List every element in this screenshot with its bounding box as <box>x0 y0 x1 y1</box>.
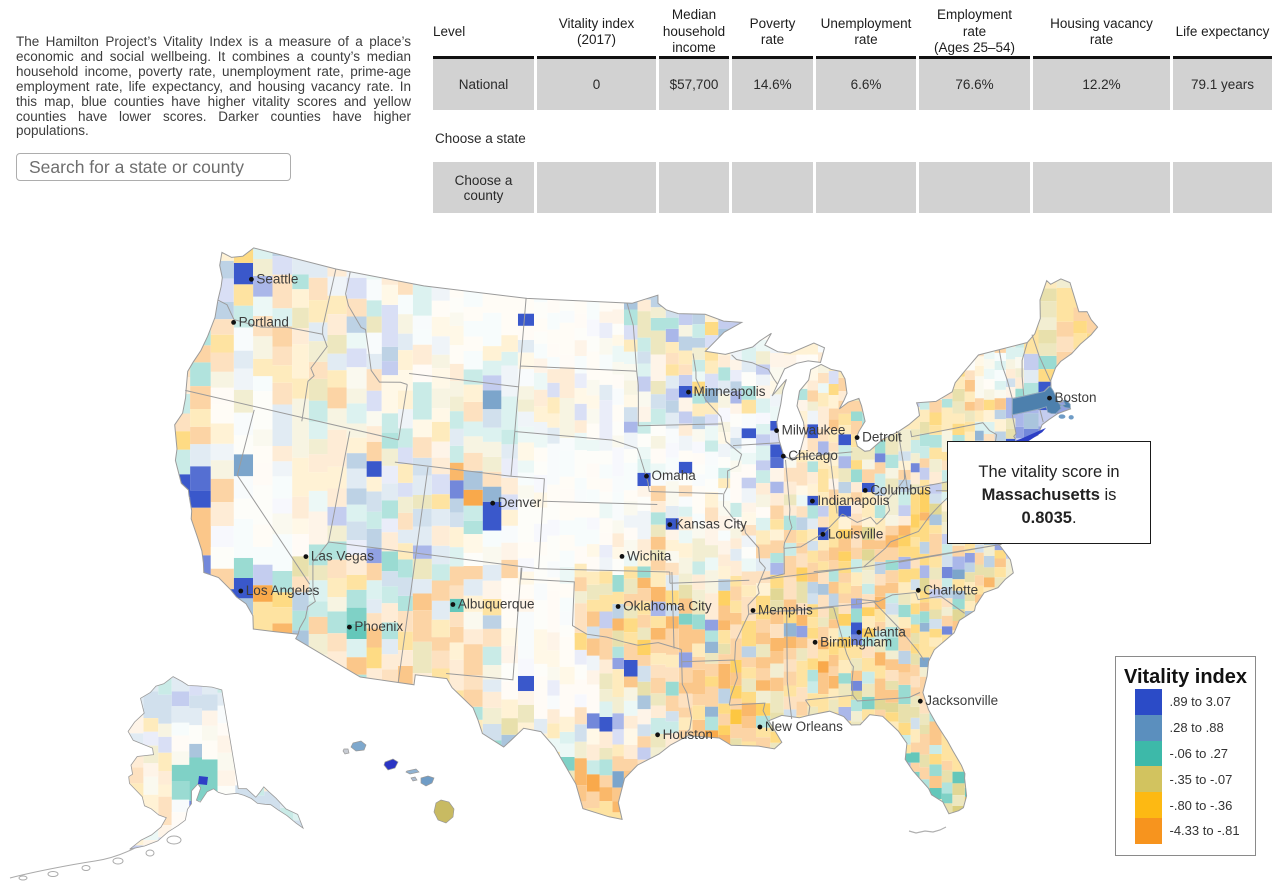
svg-text:Los Angeles: Los Angeles <box>246 583 320 598</box>
svg-text:Birmingham: Birmingham <box>820 634 892 649</box>
svg-text:Las Vegas: Las Vegas <box>311 549 374 564</box>
svg-text:Denver: Denver <box>498 495 542 510</box>
svg-text:Memphis: Memphis <box>758 603 813 618</box>
svg-text:Detroit: Detroit <box>862 430 902 445</box>
svg-text:Atlanta: Atlanta <box>864 624 907 639</box>
svg-text:Boston: Boston <box>1055 390 1097 405</box>
svg-text:Phoenix: Phoenix <box>354 619 403 634</box>
svg-text:Minneapolis: Minneapolis <box>694 384 766 399</box>
svg-text:Seattle: Seattle <box>256 271 298 286</box>
svg-text:Indianapolis: Indianapolis <box>817 493 889 508</box>
svg-text:Columbus: Columbus <box>870 482 931 497</box>
svg-text:Jacksonville: Jacksonville <box>925 693 998 708</box>
svg-text:Louisville: Louisville <box>828 526 884 541</box>
svg-text:Omaha: Omaha <box>652 468 697 483</box>
svg-text:Houston: Houston <box>663 727 713 742</box>
svg-text:Kansas City: Kansas City <box>675 517 747 532</box>
svg-text:Oklahoma City: Oklahoma City <box>623 599 712 614</box>
svg-text:Charlotte: Charlotte <box>923 582 978 597</box>
svg-text:Milwaukee: Milwaukee <box>782 423 846 438</box>
svg-text:Portland: Portland <box>239 314 289 329</box>
svg-text:New Orleans: New Orleans <box>765 719 843 734</box>
svg-text:Albuquerque: Albuquerque <box>458 597 535 612</box>
svg-text:Chicago: Chicago <box>788 448 838 463</box>
svg-text:Wichita: Wichita <box>627 548 672 563</box>
